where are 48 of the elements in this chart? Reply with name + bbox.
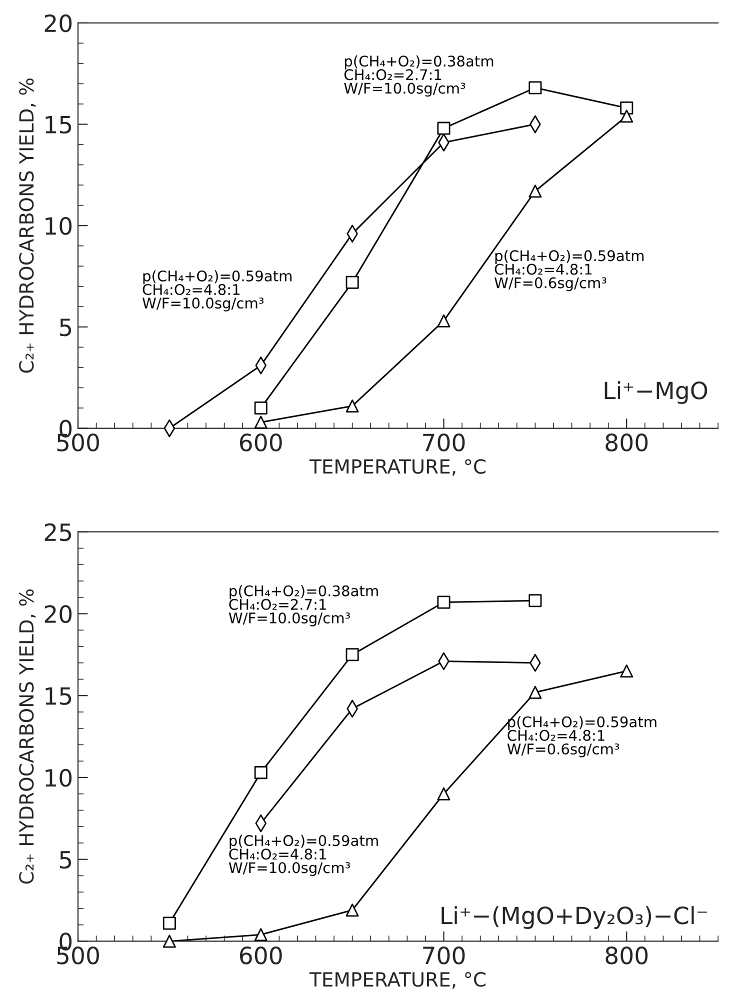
y-tick-label: 5 — [60, 851, 72, 869]
point — [437, 787, 450, 800]
x-tick-label: 700 — [423, 946, 465, 964]
point — [528, 686, 542, 699]
point — [620, 110, 634, 123]
series-label: p(CH₄+O₂)=0.38atm CH₄:O₂=2.7:1 W/F=10.0sg/cm³ — [344, 55, 494, 97]
point — [254, 928, 268, 942]
y-tick-label: 10 — [46, 768, 72, 787]
text: p(CH₄+O₂)=0.59atm CH₄:O₂=4.8:1 W/F=10.0sg/cm³ — [228, 834, 378, 876]
point — [162, 934, 176, 948]
point — [346, 399, 359, 412]
point — [437, 122, 450, 135]
point — [437, 314, 450, 328]
y-axis-title: C₂₊ HYDROCARBONS YIELD, % — [19, 78, 36, 373]
series-label: p(CH₄+O₂)=0.59atm CH₄:O₂=4.8:1 W/F=0.6sg/cm³ — [494, 250, 644, 292]
point — [620, 102, 634, 115]
point — [254, 766, 268, 780]
y-tick-label: 20 — [44, 605, 72, 624]
x-axis-title: TEMPERATURE, °C — [309, 459, 486, 476]
point — [346, 904, 359, 917]
point — [528, 594, 542, 608]
point — [528, 184, 542, 198]
point — [346, 276, 359, 289]
point — [528, 81, 542, 94]
x-tick-label: 800 — [606, 946, 648, 964]
point — [620, 664, 634, 678]
x-axis-title: TEMPERATURE, °C — [309, 972, 486, 989]
point — [437, 596, 450, 609]
x-tick-label: 600 — [240, 946, 282, 964]
x-tick-label: 600 — [240, 434, 282, 452]
y-tick-label: 25 — [44, 523, 72, 542]
point — [162, 916, 176, 930]
series-label: p(CH₄+O₂)=0.38atm CH₄:O₂=2.7:1 W/F=10.0sg/cm³ — [228, 585, 378, 626]
y-tick-label: 15 — [46, 116, 72, 134]
y-tick-label: 15 — [46, 687, 72, 705]
annotation: Li⁺−MgO — [604, 381, 708, 404]
y-axis-title: C₂₊ HYDROCARBONS YIELD, % — [19, 589, 36, 884]
series-label: p(CH₄+O₂)=0.59atm CH₄:O₂=4.8:1 W/F=10.0sg/cm³ — [142, 270, 292, 312]
point — [254, 402, 268, 415]
annotation: Li⁺−(MgO+Dy₂O₃)−Cl⁻ — [442, 906, 707, 929]
series-label: p(CH₄+O₂)=0.59atm CH₄:O₂=4.8:1 W/F=0.6sg/cm³ — [507, 716, 656, 758]
x-tick-label: 700 — [423, 434, 465, 452]
point — [346, 648, 359, 662]
y-tick-label: 20 — [44, 14, 72, 32]
y-tick-label: 5 — [60, 318, 72, 336]
x-tick-label: 800 — [606, 434, 648, 452]
point — [254, 416, 268, 429]
y-tick-label: 10 — [46, 217, 72, 235]
